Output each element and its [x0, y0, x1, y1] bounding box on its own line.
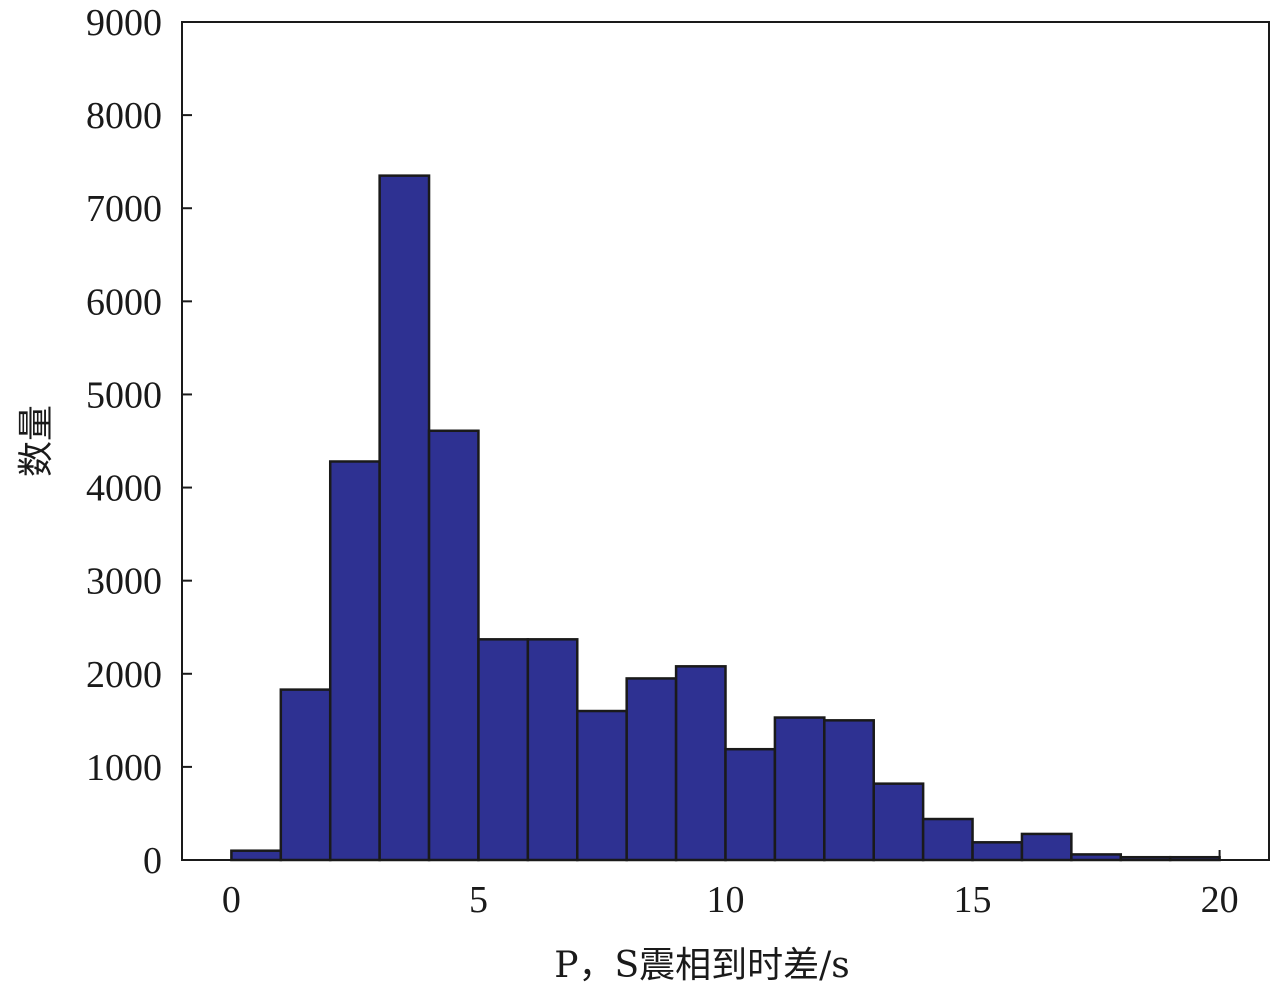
- x-tick-label-2: 10: [707, 879, 745, 921]
- x-tick-label-1: 5: [469, 879, 488, 921]
- bar-9: [674, 665, 727, 862]
- x-axis: 0 5 10 15 20: [222, 850, 1239, 921]
- bar-12: [823, 719, 875, 862]
- bar-16: [1020, 832, 1073, 862]
- y-tick-label-3: 3000: [86, 561, 162, 603]
- y-tick-label-1: 1000: [86, 747, 162, 789]
- x-axis-label: P，S震相到时差/s: [554, 945, 850, 986]
- y-tick-label-8: 8000: [86, 95, 162, 137]
- bar-6: [526, 638, 579, 862]
- bar-1: [279, 688, 332, 862]
- bar-15: [971, 841, 1024, 862]
- bar-5: [477, 638, 530, 862]
- bar-3: [378, 174, 431, 862]
- y-tick-label-2: 2000: [86, 654, 162, 696]
- y-tick-label-5: 5000: [86, 374, 162, 416]
- bar-11: [773, 716, 826, 862]
- bar-10: [724, 747, 777, 862]
- bar-13: [872, 782, 925, 862]
- y-tick-label-9: 9000: [86, 2, 162, 44]
- y-tick-label-4: 4000: [86, 468, 162, 510]
- y-axis: 0 1000 2000 3000 4000 5000 6000 7000 8000 9000: [86, 2, 192, 882]
- bar-0: [230, 849, 283, 862]
- bar-4: [427, 429, 480, 862]
- bar-8: [625, 677, 678, 862]
- x-tick-label-3: 15: [954, 879, 992, 921]
- y-axis-label: 数量: [16, 405, 57, 477]
- bar-2: [328, 460, 381, 862]
- x-tick-label-0: 0: [222, 879, 241, 921]
- y-tick-label-7: 7000: [86, 188, 162, 230]
- bar-14: [921, 817, 974, 862]
- y-tick-label-0: 0: [143, 840, 162, 882]
- bar-7: [576, 709, 628, 862]
- y-tick-label-6: 6000: [86, 281, 162, 323]
- x-tick-label-4: 20: [1201, 879, 1239, 921]
- bars-group: [230, 174, 1221, 862]
